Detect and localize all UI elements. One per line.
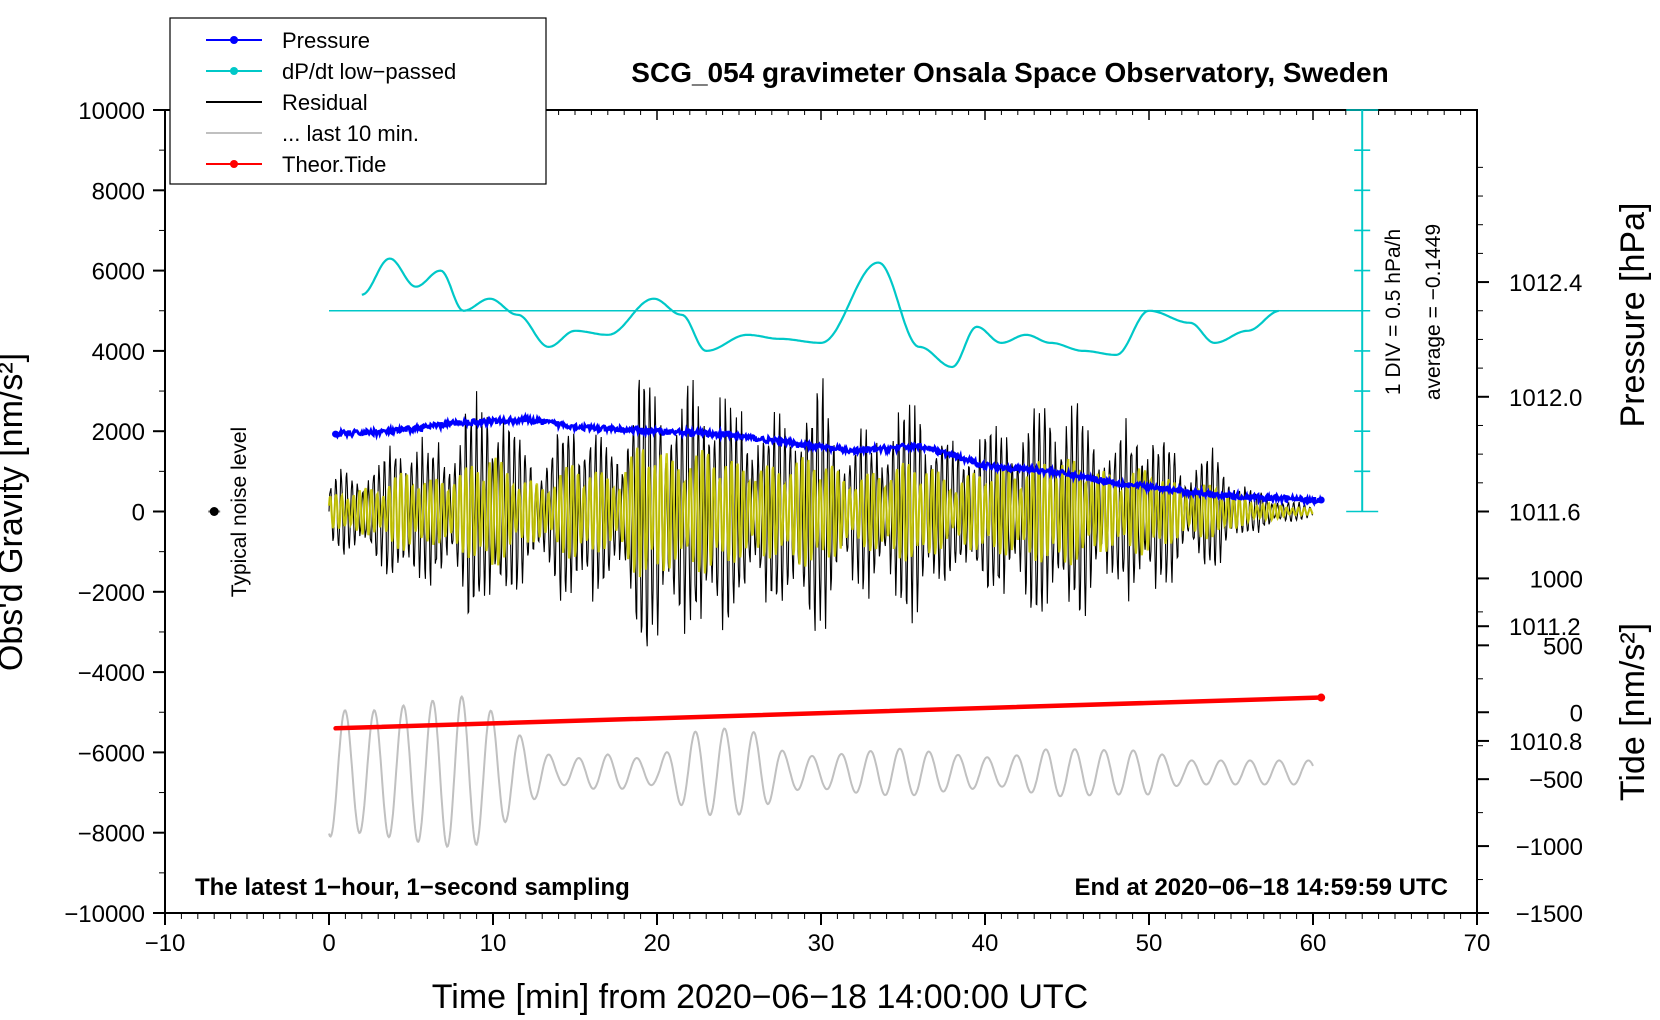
y-tick-label: −8000 bbox=[78, 821, 145, 848]
y-tick-label: 0 bbox=[132, 500, 145, 527]
pressure-axis-title: Pressure [hPa] bbox=[1614, 203, 1652, 428]
legend: Pressure dP/dt low−passed Residual ... last… bbox=[169, 17, 547, 185]
noise-dot bbox=[209, 507, 219, 516]
pressure-scale-div-label: 1 DIV = 0.5 hPa/h bbox=[1382, 229, 1405, 395]
pressure-scale-bar bbox=[1346, 109, 1379, 513]
filtered-residual-line bbox=[327, 447, 1314, 578]
tide-tick-label: −1500 bbox=[1516, 901, 1583, 928]
chart-title: SCG_054 gravimeter Onsala Space Observat… bbox=[631, 57, 1388, 88]
last-10-min-line bbox=[328, 694, 1314, 849]
x-axis-ticks: −10 0 10 20 30 40 50 60 70 bbox=[145, 110, 1491, 957]
pressure-tick-label: 1010.8 bbox=[1509, 729, 1582, 756]
legend-marker bbox=[230, 160, 238, 168]
tide-tick-label: −500 bbox=[1529, 767, 1583, 794]
pressure-axis-ticks: 1012.4 1012.0 1011.6 1011.2 1010.8 bbox=[1477, 166, 1582, 756]
pressure-tick-label: 1012.0 bbox=[1509, 385, 1582, 412]
x-axis-title: Time [min] from 2020−06−18 14:00:00 UTC bbox=[432, 978, 1088, 1016]
pressure-scale-average-label: average = −0.1449 bbox=[1422, 224, 1445, 400]
legend-label: Residual bbox=[282, 90, 368, 115]
y-axis-ticks: 10000 8000 6000 4000 2000 0 −2000 −4000 −6000 −80… bbox=[64, 98, 165, 928]
end-time-note: End at 2020−06−18 14:59:59 UTC bbox=[1074, 874, 1448, 901]
tide-axis-ticks: 1000 500 0 −500 −1000 −1500 bbox=[1477, 566, 1583, 928]
pressure-start-dot bbox=[332, 430, 340, 438]
tide-end-dot bbox=[1317, 693, 1326, 702]
x-tick-label: 40 bbox=[972, 930, 999, 957]
y-tick-label: −4000 bbox=[78, 660, 145, 687]
x-tick-label: 50 bbox=[1136, 930, 1163, 957]
x-tick-label: 10 bbox=[480, 930, 507, 957]
y-tick-label: −2000 bbox=[78, 580, 145, 607]
y-tick-label: 4000 bbox=[92, 339, 145, 366]
sampling-note: The latest 1−hour, 1−second sampling bbox=[195, 874, 630, 901]
tide-axis-title: Tide [nm/s²] bbox=[1614, 623, 1652, 801]
x-tick-label: 70 bbox=[1464, 930, 1491, 957]
tide-tick-label: −1000 bbox=[1516, 834, 1583, 861]
tide-tick-label: 500 bbox=[1543, 633, 1583, 660]
y-tick-label: −6000 bbox=[78, 740, 145, 767]
y-tick-label: 10000 bbox=[78, 98, 145, 125]
x-tick-label: 20 bbox=[644, 930, 671, 957]
tide-line bbox=[333, 695, 1324, 731]
legend-label: ... last 10 min. bbox=[282, 121, 419, 146]
pressure-tick-label: 1011.6 bbox=[1509, 500, 1581, 527]
legend-label: Pressure bbox=[282, 28, 370, 53]
pressure-tick-label: 1012.4 bbox=[1509, 270, 1582, 297]
legend-label: Theor.Tide bbox=[282, 152, 386, 177]
legend-label: dP/dt low−passed bbox=[282, 59, 456, 84]
x-tick-label: 30 bbox=[808, 930, 835, 957]
y-tick-label: 6000 bbox=[92, 259, 145, 286]
dpdt-line bbox=[361, 257, 1279, 369]
tide-tick-label: 0 bbox=[1570, 700, 1583, 727]
noise-level-marker bbox=[208, 507, 221, 516]
legend-marker bbox=[230, 67, 238, 75]
legend-marker bbox=[230, 36, 238, 44]
x-tick-label: −10 bbox=[145, 930, 186, 957]
y-axis-title: Obs'd Gravity [nm/s²] bbox=[0, 353, 30, 671]
tide-tick-label: 1000 bbox=[1530, 566, 1583, 593]
pressure-line bbox=[334, 411, 1323, 507]
y-tick-label: −10000 bbox=[64, 901, 145, 928]
pressure-tick-label: 1011.2 bbox=[1509, 614, 1581, 641]
x-tick-label: 0 bbox=[322, 930, 335, 957]
series-layer bbox=[327, 257, 1368, 849]
pressure-end-dot bbox=[1317, 496, 1325, 504]
x-tick-label: 60 bbox=[1300, 930, 1327, 957]
noise-level-label: Typical noise level bbox=[228, 427, 251, 597]
y-tick-label: 2000 bbox=[92, 419, 145, 446]
y-tick-label: 8000 bbox=[92, 178, 145, 205]
